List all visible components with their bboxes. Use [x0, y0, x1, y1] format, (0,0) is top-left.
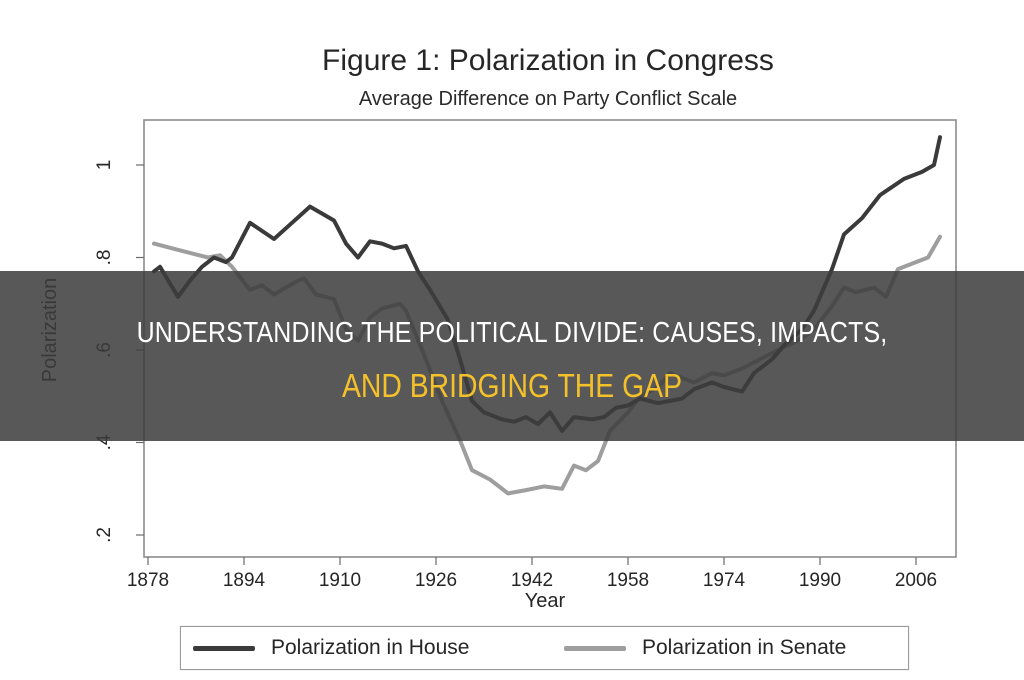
x-tick-label: 1894: [223, 570, 266, 591]
headline-line-2: AND BRIDGING THE GAP: [341, 367, 683, 404]
chart-subtitle: Average Difference on Party Conflict Sca…: [358, 88, 738, 110]
chart-title: Figure 1: Polarization in Congress: [322, 44, 774, 77]
x-tick-label: 1990: [799, 570, 841, 591]
senate-line-swatch-icon: [564, 645, 626, 651]
x-tick-label: 2006: [895, 570, 937, 591]
x-axis-label: Year: [525, 590, 566, 612]
x-tick-label: 1926: [415, 570, 457, 591]
headline-banner: [0, 271, 1024, 441]
chart-legend: Polarization in House Polarization in Se…: [180, 626, 909, 670]
legend-label-house: Polarization in House: [271, 636, 470, 659]
x-tick-label: 1974: [703, 570, 746, 591]
x-tick-label: 1910: [319, 570, 361, 591]
x-tick-label: 1878: [127, 570, 169, 591]
headline-line-1: UNDERSTANDING THE POLITICAL DIVIDE: CAUS…: [136, 317, 888, 349]
legend-item-senate: Polarization in Senate: [564, 627, 846, 669]
house-line-swatch-icon: [193, 645, 255, 651]
legend-label-senate: Polarization in Senate: [642, 636, 847, 659]
y-tick-label: .8: [94, 250, 115, 266]
y-tick-label: 1: [94, 160, 115, 171]
x-tick-label: 1942: [511, 570, 553, 591]
legend-item-house: Polarization in House: [193, 627, 469, 669]
y-tick-label: .2: [94, 527, 115, 543]
x-tick-label: 1958: [607, 570, 649, 591]
